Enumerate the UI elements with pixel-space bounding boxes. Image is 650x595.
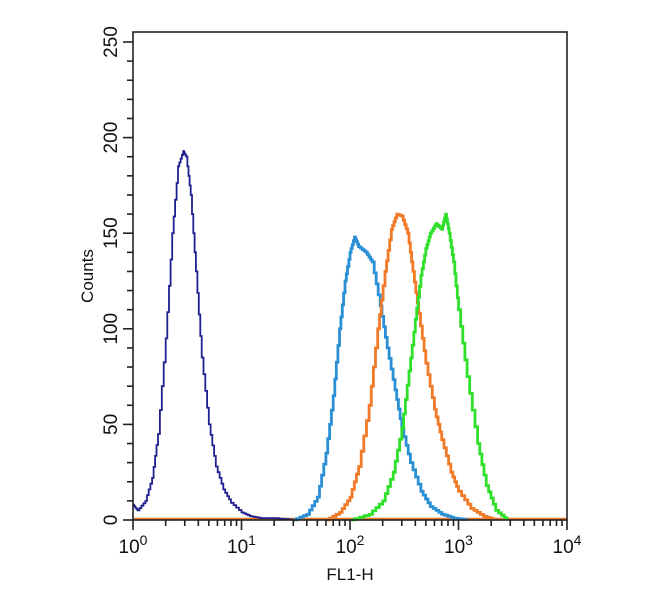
x-tick-label: 100 <box>119 532 148 558</box>
histogram-series-4 <box>350 212 509 522</box>
x-tick-label: 103 <box>444 532 473 558</box>
y-axis-title: Counts <box>78 249 97 303</box>
y-tick-label: 250 <box>101 26 122 58</box>
y-tick-label: 0 <box>101 515 122 526</box>
y-tick-label: 50 <box>101 414 122 435</box>
histogram-series-3 <box>325 212 498 522</box>
histogram-series-2 <box>293 235 469 522</box>
x-axis: 100 101 102 103 104 <box>119 520 582 558</box>
histogram-series-1 <box>133 150 295 521</box>
y-tick-label: 150 <box>101 217 122 249</box>
x-tick-label: 101 <box>227 532 256 558</box>
plot-area <box>133 150 567 522</box>
y-axis: 0 50 100 150 200 250 <box>101 26 133 525</box>
y-tick-label: 200 <box>101 122 122 154</box>
x-tick-label: 104 <box>553 532 582 558</box>
x-tick-label: 102 <box>336 532 365 558</box>
x-axis-title: FL1-H <box>326 565 373 584</box>
y-tick-label: 100 <box>101 313 122 345</box>
